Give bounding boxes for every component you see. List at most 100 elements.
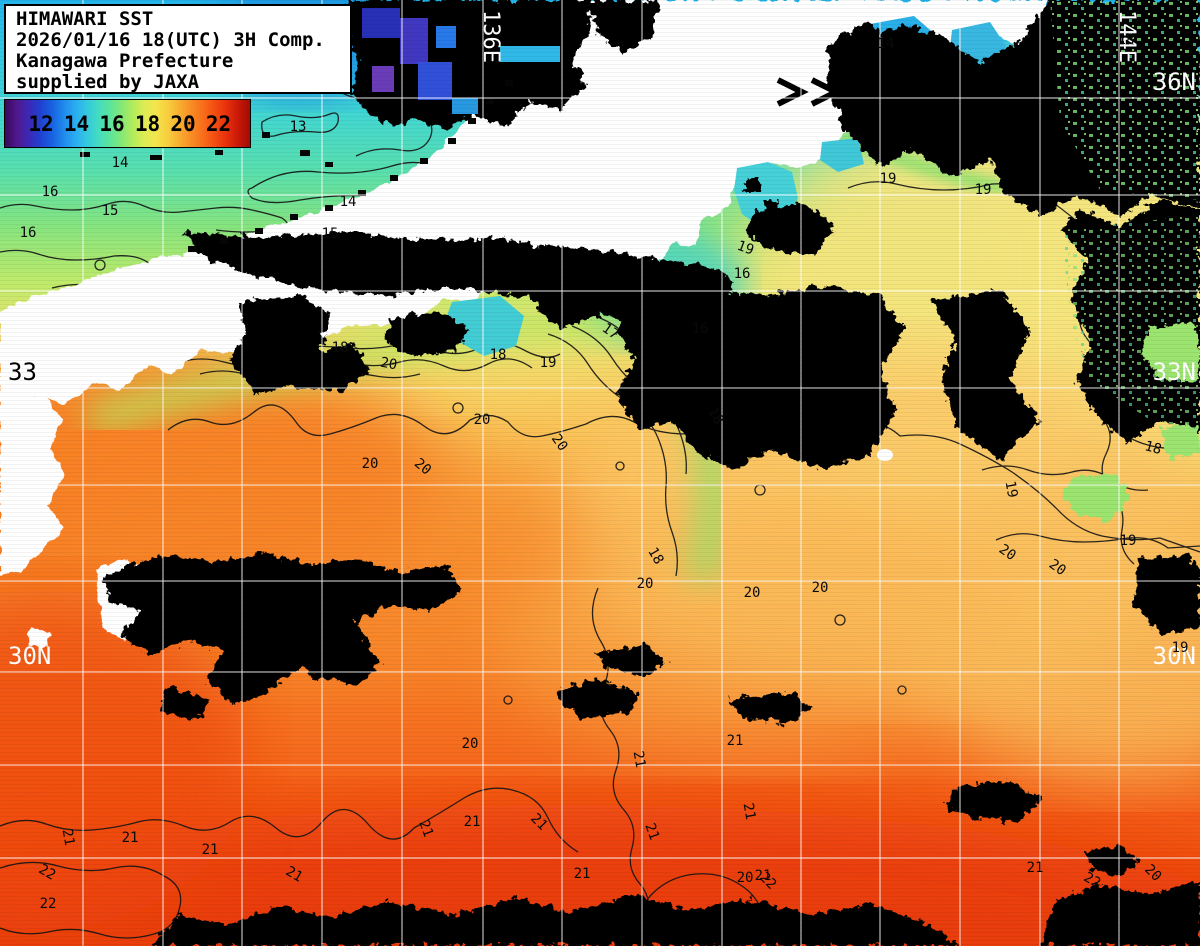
contour-value-label: 21 [464,814,481,830]
contour-value-label: 22 [40,896,57,912]
green-speckles [1050,0,1200,200]
cloud-bottom-band [150,895,960,946]
contour-value-label: 15 [322,226,339,242]
contour-value-label: 20 [996,541,1019,564]
contour-value-label: 19 [1172,640,1189,656]
parallel-label: 30N [8,642,51,670]
cloud [945,780,1040,822]
contour-dot [94,259,106,271]
contour-value-label: 16 [42,184,59,200]
contour-value-label: 15 [102,203,119,219]
contour-value-label: 20 [548,431,571,454]
header-source: supplied by JAXA [16,71,200,93]
cloud [745,202,835,256]
contour-value-label: 20 [737,870,754,886]
contour-value-label: 17 [599,320,622,343]
contour-value-label: 21 [59,828,78,847]
contour-22 [0,861,182,939]
contour-value-label: 14 [340,194,357,210]
kii-channel [446,296,524,356]
cloud [930,290,1040,460]
contour-value-label: 20 [379,355,398,374]
contour-value-label: 16 [734,266,751,282]
colorbar-tick: 12 [28,111,54,136]
cloud [728,692,812,724]
contour-value-label: 21 [630,750,649,769]
contour-value-label: 21 [283,863,306,885]
blue-speckle [400,18,428,64]
cloud-left-cluster [105,552,462,705]
cloud [765,200,779,210]
colorbar-tick: 20 [170,111,196,136]
blue-speckle [372,66,394,92]
contour-value-label: 20 [362,456,379,472]
colorbar-tick: 22 [205,111,232,136]
colorbar-tick: 16 [99,111,125,136]
colorbar: 12 14 16 18 20 22 [4,99,251,148]
colorbar-ticks: 12 14 16 18 20 22 [5,100,250,147]
cloud [558,680,640,718]
green-patch [1140,322,1200,382]
contour-value-label: 18 [1118,32,1135,48]
contour-value-label: 16 [692,321,709,337]
contour-value-label: 19 [1002,480,1021,499]
contour-value-label: 21 [727,733,744,749]
contour-value-label: 16 [20,225,37,241]
contour-value-label: 18 [644,545,666,568]
speckle-overlays [80,0,1200,522]
contour-dot [897,685,907,695]
parallel-label: 30N [1153,642,1196,670]
contour-value-label: 21 [122,830,139,846]
contour-value-label: 21 [1027,860,1044,876]
colorbar-tick: 18 [134,111,161,136]
contour-value-label: 21 [740,802,759,821]
contour-value-label: 19 [975,182,992,198]
contour-20 [167,404,1200,553]
contour-value-label: 20 [462,736,479,752]
contour-value-label: 14 [878,36,895,52]
contour-dot [503,695,513,705]
contour-dot [834,614,846,626]
cloud [1085,846,1140,876]
contour-value-label: 19 [735,238,756,259]
contour-21 [0,787,579,853]
contour-value-label: 21 [755,868,772,884]
contour-13 [261,112,339,137]
contour-value-label: 22 [1081,869,1104,891]
contour-value-label: 14 [112,155,129,171]
contour-value-label: 18 [1143,438,1163,458]
contour-value-label: 20 [474,412,491,428]
coastal-cold-patch [820,138,864,172]
header-title: HIMAWARI SST [16,8,154,30]
header-region: Kanagawa Prefecture [16,50,234,72]
header-datetime: 2026/01/16 18(UTC) 3H Comp. [16,29,325,51]
contour-value-label: 19 [1120,533,1137,549]
cloud [258,592,340,632]
blue-speckle [452,98,478,114]
contour-value-label: 18 [490,347,507,363]
cloud [230,295,370,395]
parallel-label: 36N [1153,68,1196,96]
cloud-center [615,286,905,470]
colorbar-gradient [5,100,250,147]
contour-value-label: 19 [540,355,557,371]
blue-speckle [418,62,452,100]
island [877,449,893,461]
contour-value-label: 22 [36,861,59,883]
blue-speckle [436,26,456,48]
contour-value-label: 13 [290,119,307,135]
meridian-label: 136E [478,10,503,63]
contour-dot [615,461,625,471]
coast-speckles [80,80,513,252]
colorbar-tick: 14 [63,111,90,136]
island [28,628,52,648]
cloud [1040,880,1200,946]
green-patch [1160,424,1200,460]
cloud [745,180,761,192]
cloud [300,640,382,686]
parallel-label: 33N [1153,358,1196,386]
contour-green-band [547,333,678,577]
contour-value-label: 21 [202,842,219,858]
